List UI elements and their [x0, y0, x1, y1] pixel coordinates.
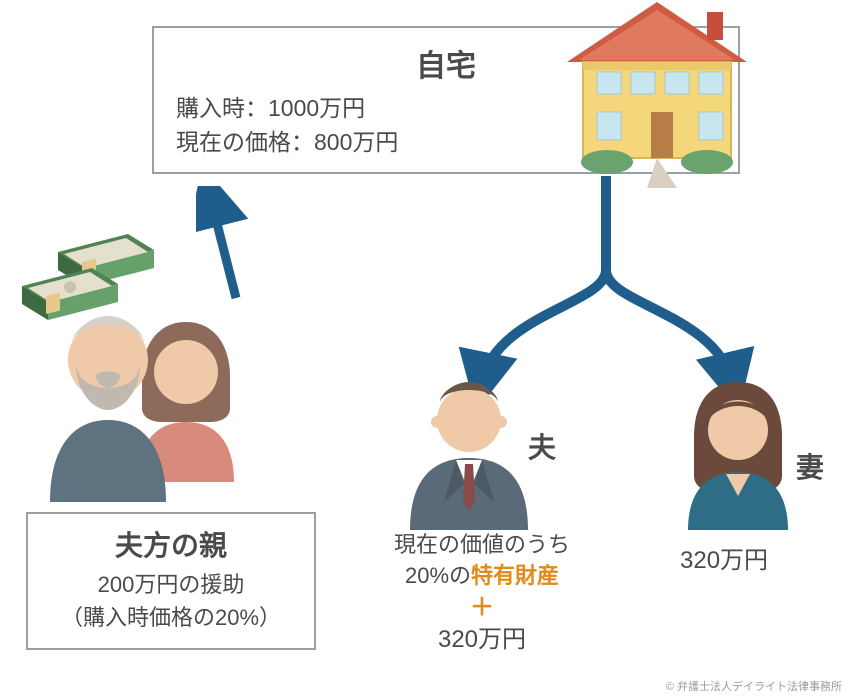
arrow-up-icon [196, 186, 256, 306]
parents-icon [42, 302, 250, 512]
husband-line2-prefix: 20%の [405, 563, 471, 588]
house-line2-value: 800万円 [314, 129, 398, 155]
parents-line2: （購入時価格の20%） [36, 601, 306, 634]
husband-label: 夫 [528, 426, 556, 466]
wife-amount: 320万円 [680, 540, 768, 575]
wife-label: 妻 [796, 446, 824, 486]
wife-icon [678, 380, 798, 530]
husband-plus: ＋ [352, 592, 612, 623]
house-line1-label: 購入時： [176, 95, 268, 121]
husband-line1: 現在の価値のうち [352, 530, 612, 561]
husband-amount: 320万円 [352, 623, 612, 657]
parents-title: 夫方の親 [36, 524, 306, 564]
husband-text: 現在の価値のうち 20%の特有財産 ＋ 320万円 [352, 530, 612, 656]
house-box: 自宅 購入時：1000万円 現在の価格：800万円 [152, 26, 740, 174]
parents-box: 夫方の親 200万円の援助 （購入時価格の20%） [26, 512, 316, 650]
husband-special: 特有財産 [471, 563, 559, 588]
copyright: © 弁護士法人デイライト法律事務所 [666, 678, 842, 694]
husband-icon [404, 380, 534, 530]
house-line2-label: 現在の価格： [176, 129, 314, 155]
house-line1-value: 1000万円 [268, 95, 365, 121]
house-icon [552, 0, 762, 192]
parents-line1: 200万円の援助 [36, 568, 306, 601]
